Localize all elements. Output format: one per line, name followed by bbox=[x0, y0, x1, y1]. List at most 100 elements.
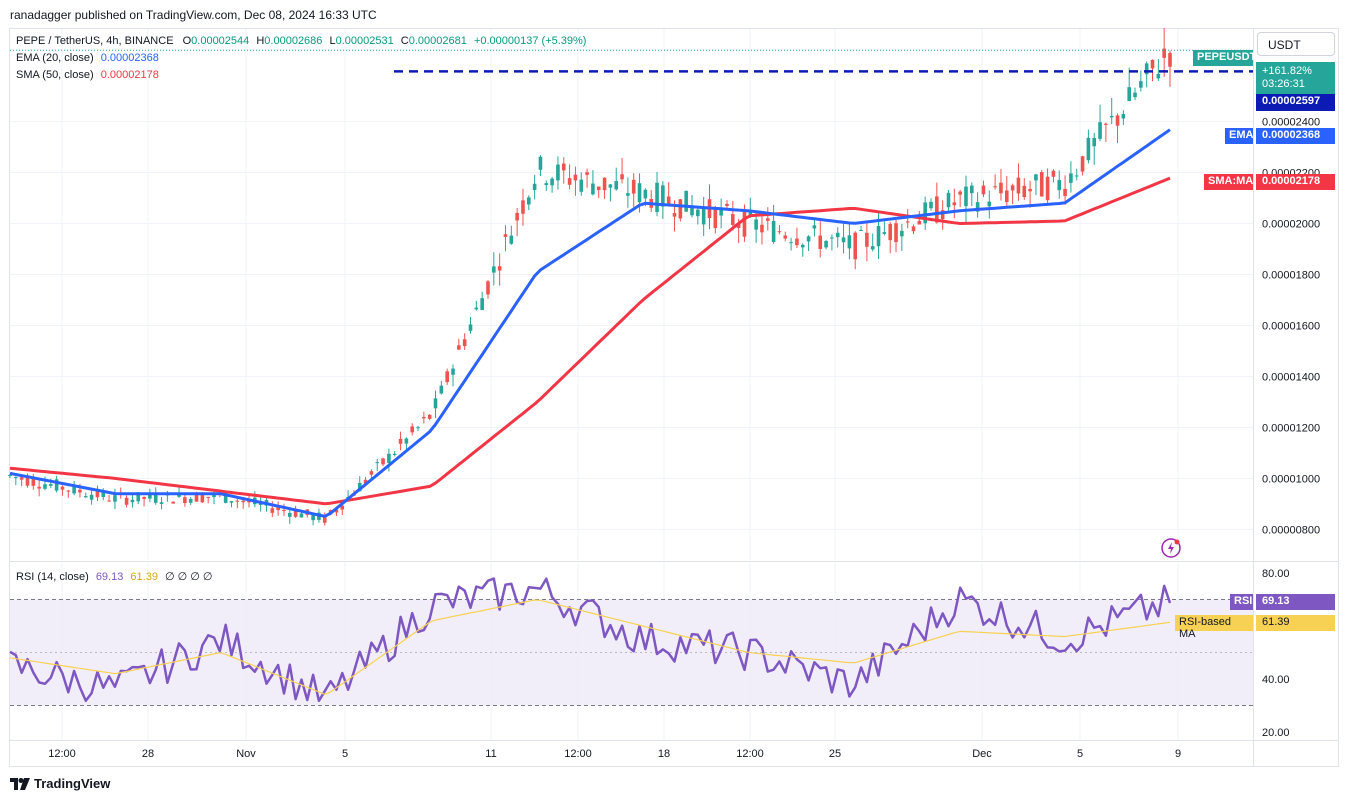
candle-body bbox=[777, 231, 782, 233]
candle-body bbox=[1057, 179, 1062, 191]
candle-body bbox=[387, 453, 391, 463]
candle-body bbox=[993, 186, 997, 188]
candle-body bbox=[153, 493, 158, 503]
candle-body bbox=[66, 490, 71, 492]
candle-body bbox=[1051, 170, 1056, 177]
candle-body bbox=[375, 462, 380, 464]
candle-body bbox=[952, 202, 957, 206]
candle-body bbox=[701, 208, 706, 225]
candle-body bbox=[89, 494, 94, 500]
candle-body bbox=[486, 281, 490, 295]
lightning-icon[interactable] bbox=[1160, 537, 1182, 559]
candle-body bbox=[754, 219, 758, 230]
candle-body bbox=[585, 172, 589, 175]
candle-body bbox=[731, 214, 735, 225]
currency-button[interactable]: USDT bbox=[1257, 32, 1335, 56]
ema-line bbox=[9, 128, 1171, 518]
candle-body bbox=[1022, 185, 1027, 198]
time-tick-label: 28 bbox=[142, 748, 154, 760]
candle-body bbox=[433, 398, 438, 409]
candle-body bbox=[357, 482, 362, 492]
candle-body bbox=[550, 178, 554, 186]
sma-legend[interactable]: SMA (50, close) 0.00002178 bbox=[16, 69, 159, 81]
candle-body bbox=[661, 185, 665, 207]
candle-body bbox=[643, 189, 648, 199]
candle-body bbox=[515, 212, 519, 221]
candle-body bbox=[124, 497, 129, 505]
candle-body bbox=[474, 307, 479, 310]
candle-body bbox=[49, 484, 53, 486]
candle-body bbox=[835, 232, 840, 238]
rsi-legend[interactable]: RSI (14, close) 69.13 61.39 ∅ ∅ ∅ ∅ bbox=[16, 570, 213, 583]
candle-body bbox=[1150, 59, 1155, 69]
candle-body bbox=[1144, 63, 1149, 75]
candle-body bbox=[1028, 188, 1032, 192]
candle-body bbox=[1127, 87, 1131, 102]
candle-body bbox=[818, 235, 823, 249]
price-tick-label: 0.00000800 bbox=[1262, 524, 1320, 536]
candle-body bbox=[293, 510, 298, 517]
candle-body bbox=[765, 218, 770, 221]
time-tick-label: 12:00 bbox=[564, 748, 592, 760]
publisher-line: ranadagger published on TradingView.com,… bbox=[10, 8, 377, 22]
candle-body bbox=[1016, 177, 1021, 194]
candle-body bbox=[468, 324, 473, 331]
candle-body bbox=[958, 191, 962, 195]
candle-body bbox=[771, 220, 776, 242]
candle-body bbox=[299, 513, 304, 518]
candle-body bbox=[229, 501, 234, 503]
ema-legend[interactable]: EMA (20, close) 0.00002368 bbox=[16, 52, 159, 64]
candle-body bbox=[602, 177, 607, 191]
candle-body bbox=[509, 235, 514, 244]
candle-body bbox=[492, 266, 496, 273]
candle-body bbox=[1086, 137, 1091, 161]
time-tick-label: 9 bbox=[1175, 748, 1181, 760]
candle-body bbox=[573, 174, 578, 181]
pct-change: +161.82% bbox=[1262, 65, 1312, 77]
candle-body bbox=[1010, 185, 1015, 191]
countdown: 03:26:31 bbox=[1262, 78, 1305, 90]
time-tick-label: 5 bbox=[1077, 748, 1083, 760]
candle-body bbox=[235, 500, 240, 502]
candle-body bbox=[800, 244, 805, 248]
candle-body bbox=[1168, 52, 1172, 67]
tradingview-logo-text: TradingView bbox=[34, 776, 111, 791]
ema-legend-value: 0.00002368 bbox=[100, 52, 159, 64]
candle-body bbox=[556, 164, 560, 181]
candle-body bbox=[363, 479, 368, 484]
candle-body bbox=[865, 232, 869, 247]
candle-body bbox=[631, 179, 636, 194]
candle-body bbox=[561, 163, 566, 171]
candle-body bbox=[923, 202, 927, 224]
candle-body bbox=[614, 181, 619, 190]
rsi-legend-value: 69.13 bbox=[95, 571, 124, 583]
candle-body bbox=[311, 514, 315, 521]
candle-body bbox=[824, 240, 828, 248]
last-price-tag: 0.00002597 bbox=[1256, 94, 1335, 111]
candle-body bbox=[480, 298, 484, 311]
candle-body bbox=[526, 197, 531, 205]
candle-body bbox=[194, 493, 199, 502]
candle-body bbox=[655, 182, 659, 212]
candle-body bbox=[783, 235, 788, 239]
rsi-ma-line bbox=[9, 599, 1171, 695]
tradingview-logo-icon bbox=[10, 777, 30, 790]
rsi-tag-value: 69.13 bbox=[1256, 594, 1335, 610]
candle-body bbox=[113, 495, 117, 502]
ema-legend-label: EMA (20, close) bbox=[16, 52, 94, 64]
candle-body bbox=[1063, 188, 1067, 197]
legend-close-label: C bbox=[400, 35, 409, 47]
candle-body bbox=[684, 190, 688, 212]
candle-body bbox=[1104, 123, 1108, 125]
candle-body bbox=[672, 213, 677, 217]
candle-body bbox=[95, 488, 100, 498]
legend-symbol[interactable]: PEPE / TetherUS, 4h, BINANCE bbox=[16, 35, 174, 47]
time-tick-label: 12:00 bbox=[736, 748, 764, 760]
candle-body bbox=[806, 236, 811, 242]
candle-body bbox=[876, 226, 881, 247]
candle-body bbox=[725, 203, 729, 207]
candle-body bbox=[789, 242, 793, 244]
tradingview-logo[interactable]: TradingView bbox=[10, 776, 110, 791]
candle-body bbox=[43, 484, 47, 489]
